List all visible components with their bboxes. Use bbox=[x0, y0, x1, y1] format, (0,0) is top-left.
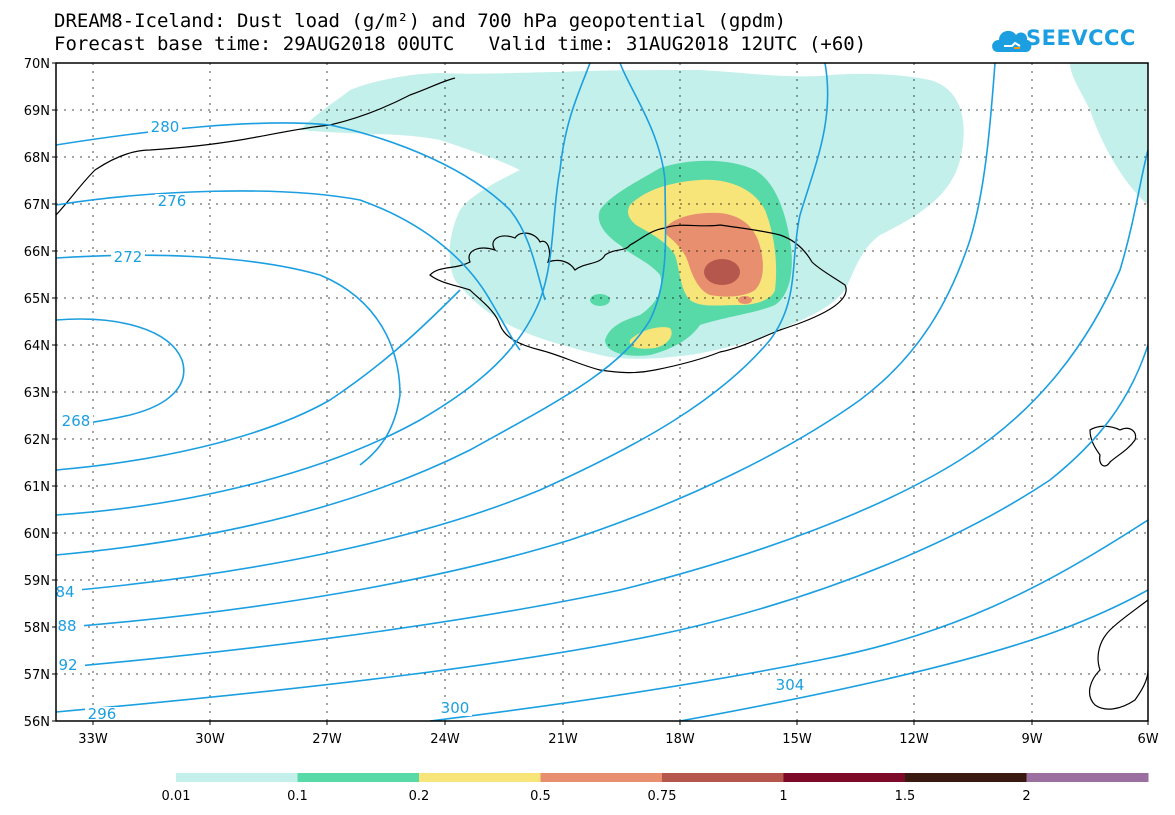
colorbar-label: 0.5 bbox=[530, 789, 551, 804]
map-gridlines bbox=[56, 63, 1148, 721]
contour-labels: 280 276 272 268 84 88 92 296 300 304 bbox=[55, 118, 807, 723]
contour-label-bg bbox=[111, 250, 145, 265]
colorbar-swatch bbox=[662, 773, 784, 782]
colorbar-label: 0.1 bbox=[287, 789, 308, 804]
lon-label: 33W bbox=[78, 732, 108, 747]
dust-layer-0.75 bbox=[704, 259, 740, 285]
contour-label-bg bbox=[155, 194, 189, 209]
cloud-logo-icon bbox=[992, 30, 1032, 52]
contour-label: 268 bbox=[62, 412, 91, 430]
lon-label: 27W bbox=[312, 732, 342, 747]
colorbar-label: 1 bbox=[779, 789, 787, 804]
colorbar-swatch bbox=[176, 773, 298, 782]
lat-label: 62N bbox=[24, 433, 50, 448]
lat-label: 67N bbox=[24, 198, 50, 213]
lon-label: 18W bbox=[665, 732, 695, 747]
contour-label: 272 bbox=[114, 248, 143, 266]
colorbar-swatch bbox=[419, 773, 541, 782]
colorbar-label: 2 bbox=[1022, 789, 1030, 804]
lon-label: 15W bbox=[782, 732, 812, 747]
scotland-coastline bbox=[1088, 599, 1148, 710]
colorbar-label: 0.2 bbox=[409, 789, 430, 804]
lat-label: 56N bbox=[24, 715, 50, 730]
logo-text: SEEVCCC bbox=[1026, 26, 1136, 50]
contour-label-bg bbox=[56, 658, 85, 673]
contour-label: 280 bbox=[151, 118, 180, 136]
contour-label-bg bbox=[85, 707, 119, 721]
longitude-labels: 33W 30W 27W 24W 21W 18W 15W 12W 9W 6W bbox=[78, 732, 1158, 747]
colorbar-swatch bbox=[1026, 773, 1149, 782]
contour-label-bg bbox=[773, 678, 807, 693]
contour-label: 300 bbox=[441, 699, 470, 717]
contour-label-bg bbox=[59, 414, 93, 429]
lat-label: 61N bbox=[24, 480, 50, 495]
latitude-labels: 70N 69N 68N 67N 66N 65N 64N 63N 62N 61N 60N 59N 58N 5… bbox=[24, 57, 50, 730]
lat-label: 57N bbox=[24, 668, 50, 683]
axis-ticks bbox=[52, 62, 1149, 725]
colorbar bbox=[176, 773, 1149, 782]
iceland-coastline bbox=[429, 224, 847, 374]
colorbar-swatch bbox=[783, 773, 906, 782]
contour-label-bg bbox=[56, 585, 82, 600]
contour-label: 92 bbox=[58, 656, 77, 674]
lat-label: 70N bbox=[24, 57, 50, 72]
colorbar-swatch bbox=[297, 773, 420, 782]
faroe-islands-coastline bbox=[1089, 425, 1137, 467]
lon-label: 12W bbox=[899, 732, 929, 747]
lat-label: 65N bbox=[24, 292, 50, 307]
coastlines bbox=[56, 77, 1148, 710]
colorbar-swatch bbox=[540, 773, 663, 782]
contour-label-bg bbox=[56, 619, 84, 634]
colorbar-label: 1.5 bbox=[895, 789, 916, 804]
lat-label: 63N bbox=[24, 386, 50, 401]
lat-label: 58N bbox=[24, 621, 50, 636]
forecast-time-subtitle: Forecast base time: 29AUG2018 00UTC Vali… bbox=[54, 33, 867, 55]
lon-label: 30W bbox=[195, 732, 225, 747]
map-title: DREAM8-Iceland: Dust load (g/m²) and 700… bbox=[54, 10, 787, 32]
lat-label: 60N bbox=[24, 527, 50, 542]
lon-label: 9W bbox=[1021, 732, 1042, 747]
lat-label: 69N bbox=[24, 104, 50, 119]
colorbar-swatch bbox=[905, 773, 1027, 782]
lat-label: 66N bbox=[24, 245, 50, 260]
colorbar-label: 0.01 bbox=[162, 789, 191, 804]
geopotential-contours bbox=[56, 63, 1148, 721]
lon-label: 21W bbox=[548, 732, 578, 747]
greenland-coastline bbox=[56, 77, 456, 216]
contour-label: 84 bbox=[55, 583, 74, 601]
colorbar-label: 0.75 bbox=[648, 789, 677, 804]
contour-label: 296 bbox=[88, 705, 117, 723]
lat-label: 64N bbox=[24, 339, 50, 354]
colorbar-labels: 0.01 0.1 0.2 0.5 0.75 1 1.5 2 bbox=[162, 789, 1031, 804]
contour-label-bg bbox=[438, 701, 472, 716]
lat-label: 68N bbox=[24, 151, 50, 166]
contour-label: 276 bbox=[158, 192, 187, 210]
lat-label: 59N bbox=[24, 574, 50, 589]
contour-label-bg bbox=[148, 120, 182, 135]
lon-label: 6W bbox=[1137, 732, 1158, 747]
contour-label: 88 bbox=[57, 617, 76, 635]
lon-label: 24W bbox=[430, 732, 460, 747]
contour-label: 304 bbox=[776, 676, 805, 694]
